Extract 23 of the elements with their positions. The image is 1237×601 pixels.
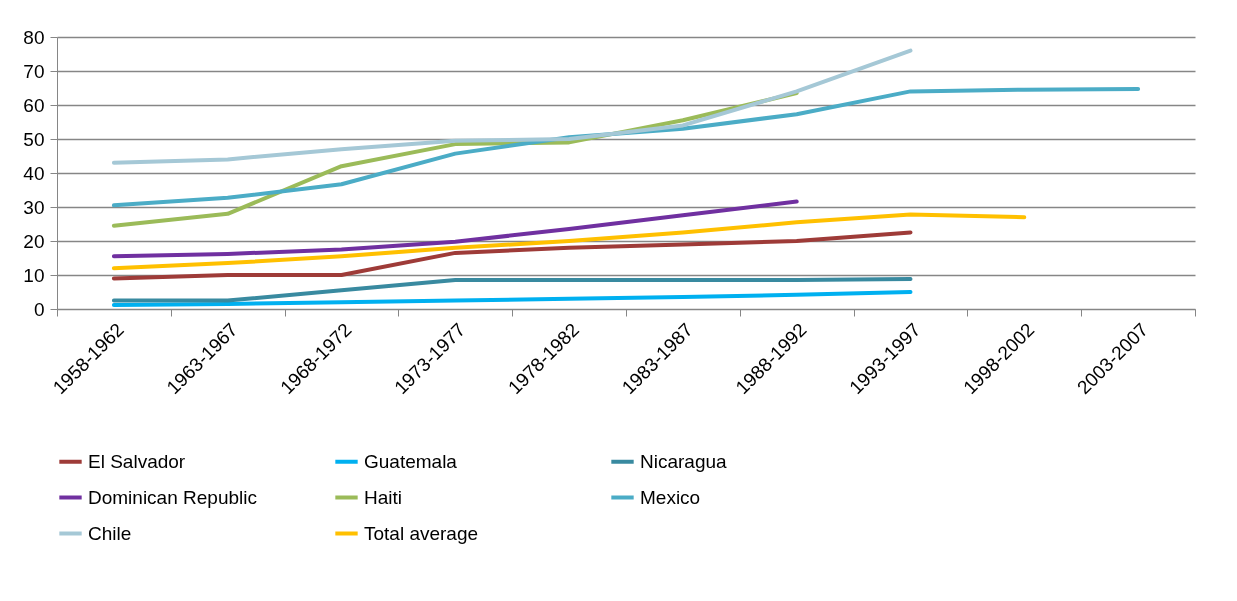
legend-label: El Salvador <box>88 450 186 472</box>
y-tick-label: 80 <box>23 26 45 48</box>
y-tick-label: 20 <box>23 230 45 252</box>
line-series <box>111 230 913 281</box>
y-tick-label: 50 <box>23 128 45 150</box>
legend-label: Mexico <box>640 486 701 508</box>
legend-label: Guatemala <box>364 450 458 472</box>
y-tick-label: 0 <box>33 298 45 320</box>
y-tick-label: 10 <box>23 264 45 286</box>
line-series <box>111 48 913 165</box>
line-series <box>111 290 913 307</box>
legend-label: Haiti <box>364 486 403 508</box>
legend-label: Dominican Republic <box>88 486 257 508</box>
line-series <box>111 277 913 303</box>
legend-label: Total average <box>364 522 479 544</box>
y-tick-label: 60 <box>23 94 45 116</box>
y-tick-label: 70 <box>23 60 45 82</box>
legend-label: Chile <box>88 522 132 544</box>
legend-label: Nicaragua <box>640 450 728 472</box>
y-tick-label: 30 <box>23 196 45 218</box>
y-tick-label: 40 <box>23 162 45 184</box>
line-series <box>111 212 1027 271</box>
line-series <box>111 199 799 259</box>
